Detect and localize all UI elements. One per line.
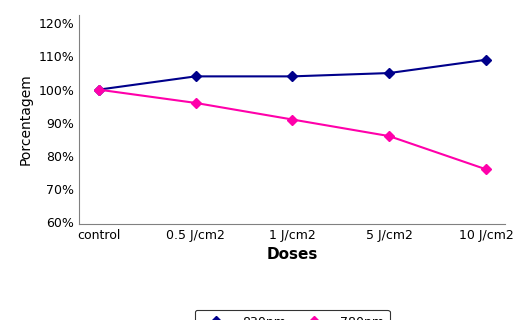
- X-axis label: Doses: Doses: [267, 247, 318, 262]
- 830nm: [386, 71, 393, 75]
- 780nm: [386, 134, 393, 138]
- 780nm: [96, 88, 102, 92]
- Y-axis label: Porcentagem: Porcentagem: [19, 74, 33, 165]
- Line: 830nm: 830nm: [95, 56, 489, 93]
- 830nm: [483, 58, 489, 62]
- 780nm: [193, 101, 199, 105]
- 830nm: [193, 75, 199, 78]
- Line: 780nm: 780nm: [95, 86, 489, 173]
- 830nm: [289, 75, 296, 78]
- 780nm: [483, 167, 489, 171]
- Legend: 830nm, 780nm: 830nm, 780nm: [195, 310, 390, 320]
- 830nm: [96, 88, 102, 92]
- 780nm: [289, 117, 296, 121]
